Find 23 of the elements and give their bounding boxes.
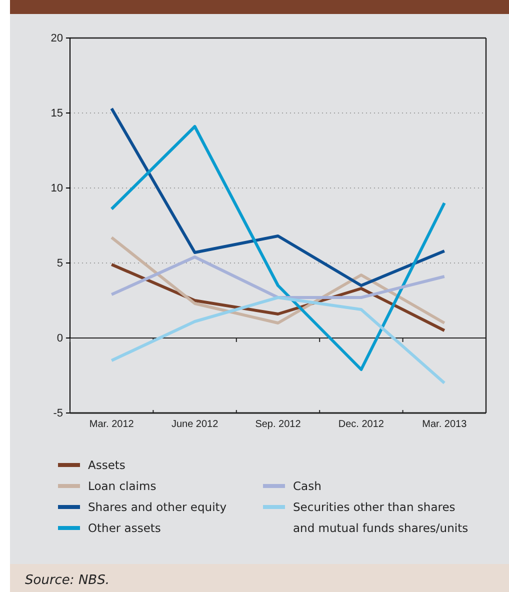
x-tick-label: Sep. 2012 [255,419,302,430]
line-series [110,236,446,324]
legend-label: Securities other than shares and mutual funds shares/units [293,500,468,535]
y-tick-label: 15 [50,108,63,120]
legend-label: Loan claims [88,479,156,493]
line-series [110,256,446,299]
line-series [110,296,446,384]
y-tick-label: -5 [53,408,63,420]
legend-label: Cash [293,479,322,493]
x-tick-label: Mar. 2013 [422,419,468,430]
x-tick-label: Dec. 2012 [338,419,384,430]
x-tick-label: Mar. 2012 [89,419,134,430]
legend-label: Assets [88,458,126,472]
legend-label: Shares and other equity [88,500,227,514]
line-series [110,107,446,287]
y-tick-label: 5 [56,258,63,270]
source-note: Source: NBS. [25,573,110,588]
y-tick-label: 20 [50,32,63,45]
x-tick-label: June 2012 [171,419,219,430]
y-tick-label: 10 [50,182,63,195]
y-tick-label: 0 [56,332,63,345]
line-series [110,125,446,371]
legend-label: Other assets [88,521,161,535]
